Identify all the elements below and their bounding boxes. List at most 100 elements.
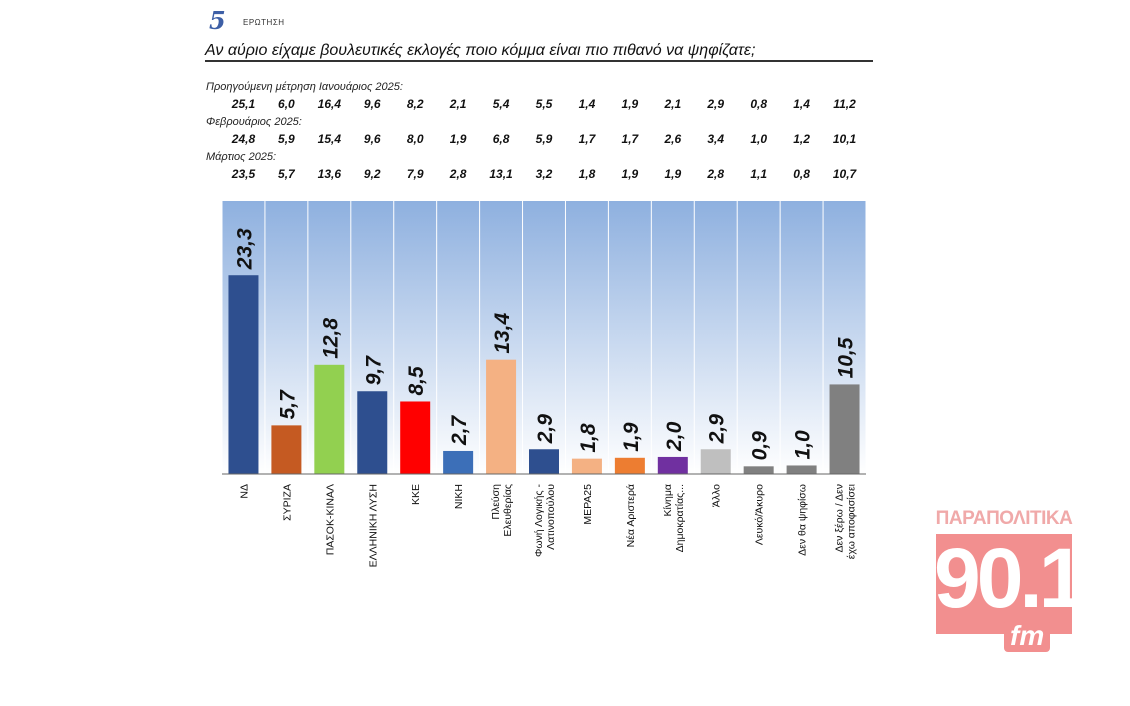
bar — [357, 391, 388, 474]
previous-values-march: 23,5 5,7 13,6 9,2 7,9 2,8 13,1 3,2 1,8 1,9 1,9 2,8 1… — [0, 167, 900, 183]
previous-values-february: 24,8 5,9 15,4 9,6 8,0 1,9 6,8 5,9 1,7 1,7 2,6 3,4 1,… — [0, 132, 900, 148]
previous-value: 5,9 — [535, 132, 553, 146]
previous-value: 5,4 — [492, 97, 510, 111]
category-label: Λατινοπούλου — [545, 484, 557, 550]
bar-value-label: 1,9 — [620, 422, 643, 452]
category-label: ΠΑΣΟΚ-ΚΙΝΑΛ — [324, 484, 336, 555]
bar-value-label: 9,7 — [362, 355, 385, 386]
previous-value: 1,4 — [578, 97, 596, 111]
previous-value: 2,8 — [449, 167, 467, 181]
category-label: ΝΔ — [238, 484, 250, 499]
category-label: Νέα Αριστερά — [625, 484, 637, 547]
category-dividers — [221, 201, 867, 474]
question-underline — [205, 60, 873, 62]
previous-value: 0,8 — [793, 167, 810, 181]
bar-value-label: 1,8 — [577, 423, 600, 453]
question-text: Αν αύριο είχαμε βουλευτικές εκλογές ποιο… — [205, 42, 756, 59]
previous-value: 1,9 — [664, 167, 682, 181]
bar-value-label: 0,9 — [749, 431, 772, 461]
logo-number: 90.1 — [934, 531, 1086, 625]
previous-label-march: Μάρτιος 2025: — [206, 151, 277, 163]
question-number: 5 — [209, 6, 226, 35]
previous-value: 16,4 — [317, 97, 341, 111]
previous-value: 2,6 — [664, 132, 682, 146]
bar-value-label: 1,0 — [792, 430, 815, 460]
previous-value: 6,0 — [278, 97, 295, 111]
category-label: ΕΛΛΗΝΙΚΗ ΛΥΣΗ — [367, 484, 379, 567]
previous-value: 5,7 — [278, 167, 295, 181]
bar — [400, 401, 431, 474]
bar-value-label: 12,8 — [319, 318, 342, 359]
previous-value: 3,4 — [707, 132, 725, 146]
bar — [228, 275, 259, 474]
bar-value-label: 23,3 — [233, 228, 256, 270]
bar — [443, 450, 474, 474]
previous-value: 2,8 — [707, 167, 725, 181]
category-label: Λευκό/Άκυρο — [754, 484, 766, 545]
previous-value: 8,0 — [406, 132, 424, 146]
previous-value: 0,8 — [750, 97, 767, 111]
bar-value-label: 8,5 — [405, 366, 428, 396]
previous-value: 1,1 — [750, 167, 767, 181]
previous-label-january: Προηγούμενη μέτρηση Ιανουάριος 2025: — [206, 81, 403, 93]
previous-value: 5,5 — [535, 97, 553, 111]
category-label: έχω αποφασίσει — [846, 483, 858, 559]
bar-value-label: 2,9 — [534, 414, 557, 445]
previous-value: 8,2 — [406, 97, 424, 111]
bar-value-label: 5,7 — [276, 389, 299, 420]
category-labels: ΝΔ ΣΥΡΙΖΑ ΠΑΣΟΚ-ΚΙΝΑΛ ΕΛΛΗΝΙΚΗ ΛΥΣΗ ΚΚΕ ΝΙΚΗ Π… — [238, 483, 857, 567]
previous-value: 9,6 — [363, 132, 381, 146]
previous-value: 24,8 — [231, 132, 256, 146]
previous-value: 23,5 — [231, 167, 256, 181]
bar — [529, 449, 559, 474]
bar-value-label: 2,9 — [706, 414, 729, 445]
bar — [271, 425, 302, 474]
category-label: ΜΕΡΑ25 — [582, 484, 594, 525]
category-label: ΚΚΕ — [410, 484, 422, 505]
previous-label-february: Φεβρουάριος 2025: — [206, 116, 302, 128]
bar — [314, 364, 345, 474]
bar-value-label: 13,4 — [491, 312, 514, 353]
category-label: Ελευθερίας — [502, 484, 514, 537]
previous-value: 13,6 — [317, 167, 341, 181]
bar — [829, 384, 860, 474]
previous-value: 2,9 — [707, 97, 725, 111]
previous-value: 11,2 — [833, 97, 856, 111]
category-label: Φωνή Λογικής - — [533, 484, 545, 558]
bar — [700, 449, 731, 474]
category-label: Πλεύση — [490, 484, 502, 520]
bar-value-label: 10,5 — [835, 337, 858, 378]
previous-value: 5,9 — [278, 132, 295, 146]
category-label: Δεν ξέρω / Δεν — [834, 484, 846, 553]
previous-value: 10,1 — [832, 132, 857, 146]
category-label: ΝΙΚΗ — [453, 484, 465, 509]
previous-value: 13,1 — [489, 167, 513, 181]
category-label: Άλλο — [711, 484, 723, 507]
bar — [657, 456, 688, 474]
previous-value: 1,0 — [750, 132, 767, 146]
category-label: ΣΥΡΙΖΑ — [281, 484, 293, 521]
question-word: ΕΡΩΤΗΣΗ — [243, 18, 285, 27]
previous-value: 2,1 — [449, 97, 467, 111]
logo-box — [936, 534, 1072, 634]
previous-values-january: 25,1 6,0 16,4 9,6 8,2 2,1 5,4 5,5 1,4 1,9 2,1 2,9 0,… — [0, 97, 900, 113]
category-label: Δημοκρατίας... — [674, 484, 686, 552]
previous-value: 1,9 — [621, 167, 639, 181]
previous-value: 25,1 — [231, 97, 256, 111]
previous-value: 1,9 — [621, 97, 639, 111]
bar — [614, 457, 645, 474]
previous-value: 15,4 — [317, 132, 341, 146]
previous-value: 1,4 — [793, 97, 810, 111]
bar-value-label: 2,0 — [663, 421, 686, 452]
previous-value: 1,7 — [621, 132, 639, 146]
logo-top-text: ΠΑΡΑΠΟΛΙΤΙΚΑ — [935, 508, 1073, 529]
previous-value: 1,9 — [449, 132, 467, 146]
bar — [786, 465, 817, 474]
previous-value: 7,9 — [406, 167, 424, 181]
previous-value: 1,2 — [793, 132, 810, 146]
previous-value: 3,2 — [535, 167, 553, 181]
bar — [743, 466, 774, 474]
previous-value: 9,6 — [363, 97, 381, 111]
paraplitika-logo: ΠΑΡΑΠΟΛΙΤΙΚΑ 90.1 fm — [934, 508, 1086, 658]
